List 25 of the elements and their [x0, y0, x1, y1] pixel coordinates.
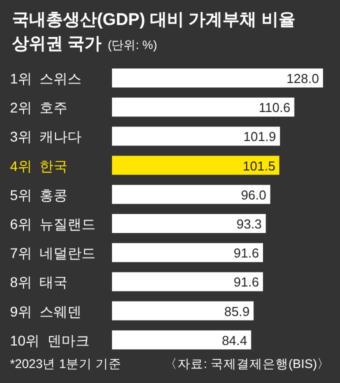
- annotation: *2023년 1분기 기준: [10, 357, 122, 371]
- value-label: 91.6: [234, 274, 259, 290]
- category: 1위 스위스: [10, 70, 82, 86]
- annotation: 〈자료: 국제결제은행(BIS)〉: [164, 357, 330, 371]
- value-label: 91.6: [234, 246, 259, 261]
- value-label: 128.0: [286, 71, 319, 86]
- title: 상위권 국가: [12, 34, 102, 53]
- subtitle: (단위: %): [108, 38, 158, 52]
- value-label: 85.9: [224, 304, 250, 319]
- title: 국내총생산(GDP) 대비 가계부채 비율: [12, 10, 296, 29]
- category: 5위 홍콩: [10, 186, 68, 203]
- value-label: 93.3: [236, 216, 262, 232]
- value-label: 101.5: [242, 158, 276, 174]
- category: 9위 스웨덴: [10, 303, 82, 320]
- value-label: 96.0: [240, 187, 266, 202]
- category: 10위 덴마크: [10, 332, 90, 348]
- category: 8위 태국: [10, 274, 68, 290]
- value-label: 110.6: [258, 100, 290, 116]
- category: 3위 캐나다: [10, 128, 82, 145]
- category: 7위 네덜란드: [10, 245, 96, 262]
- category: 6위 뉴질랜드: [10, 216, 96, 232]
- value-label: 101.9: [243, 129, 276, 144]
- category: 2위 호주: [10, 100, 68, 116]
- value-label: 84.4: [222, 332, 248, 348]
- category: 4위 한국: [10, 158, 68, 174]
